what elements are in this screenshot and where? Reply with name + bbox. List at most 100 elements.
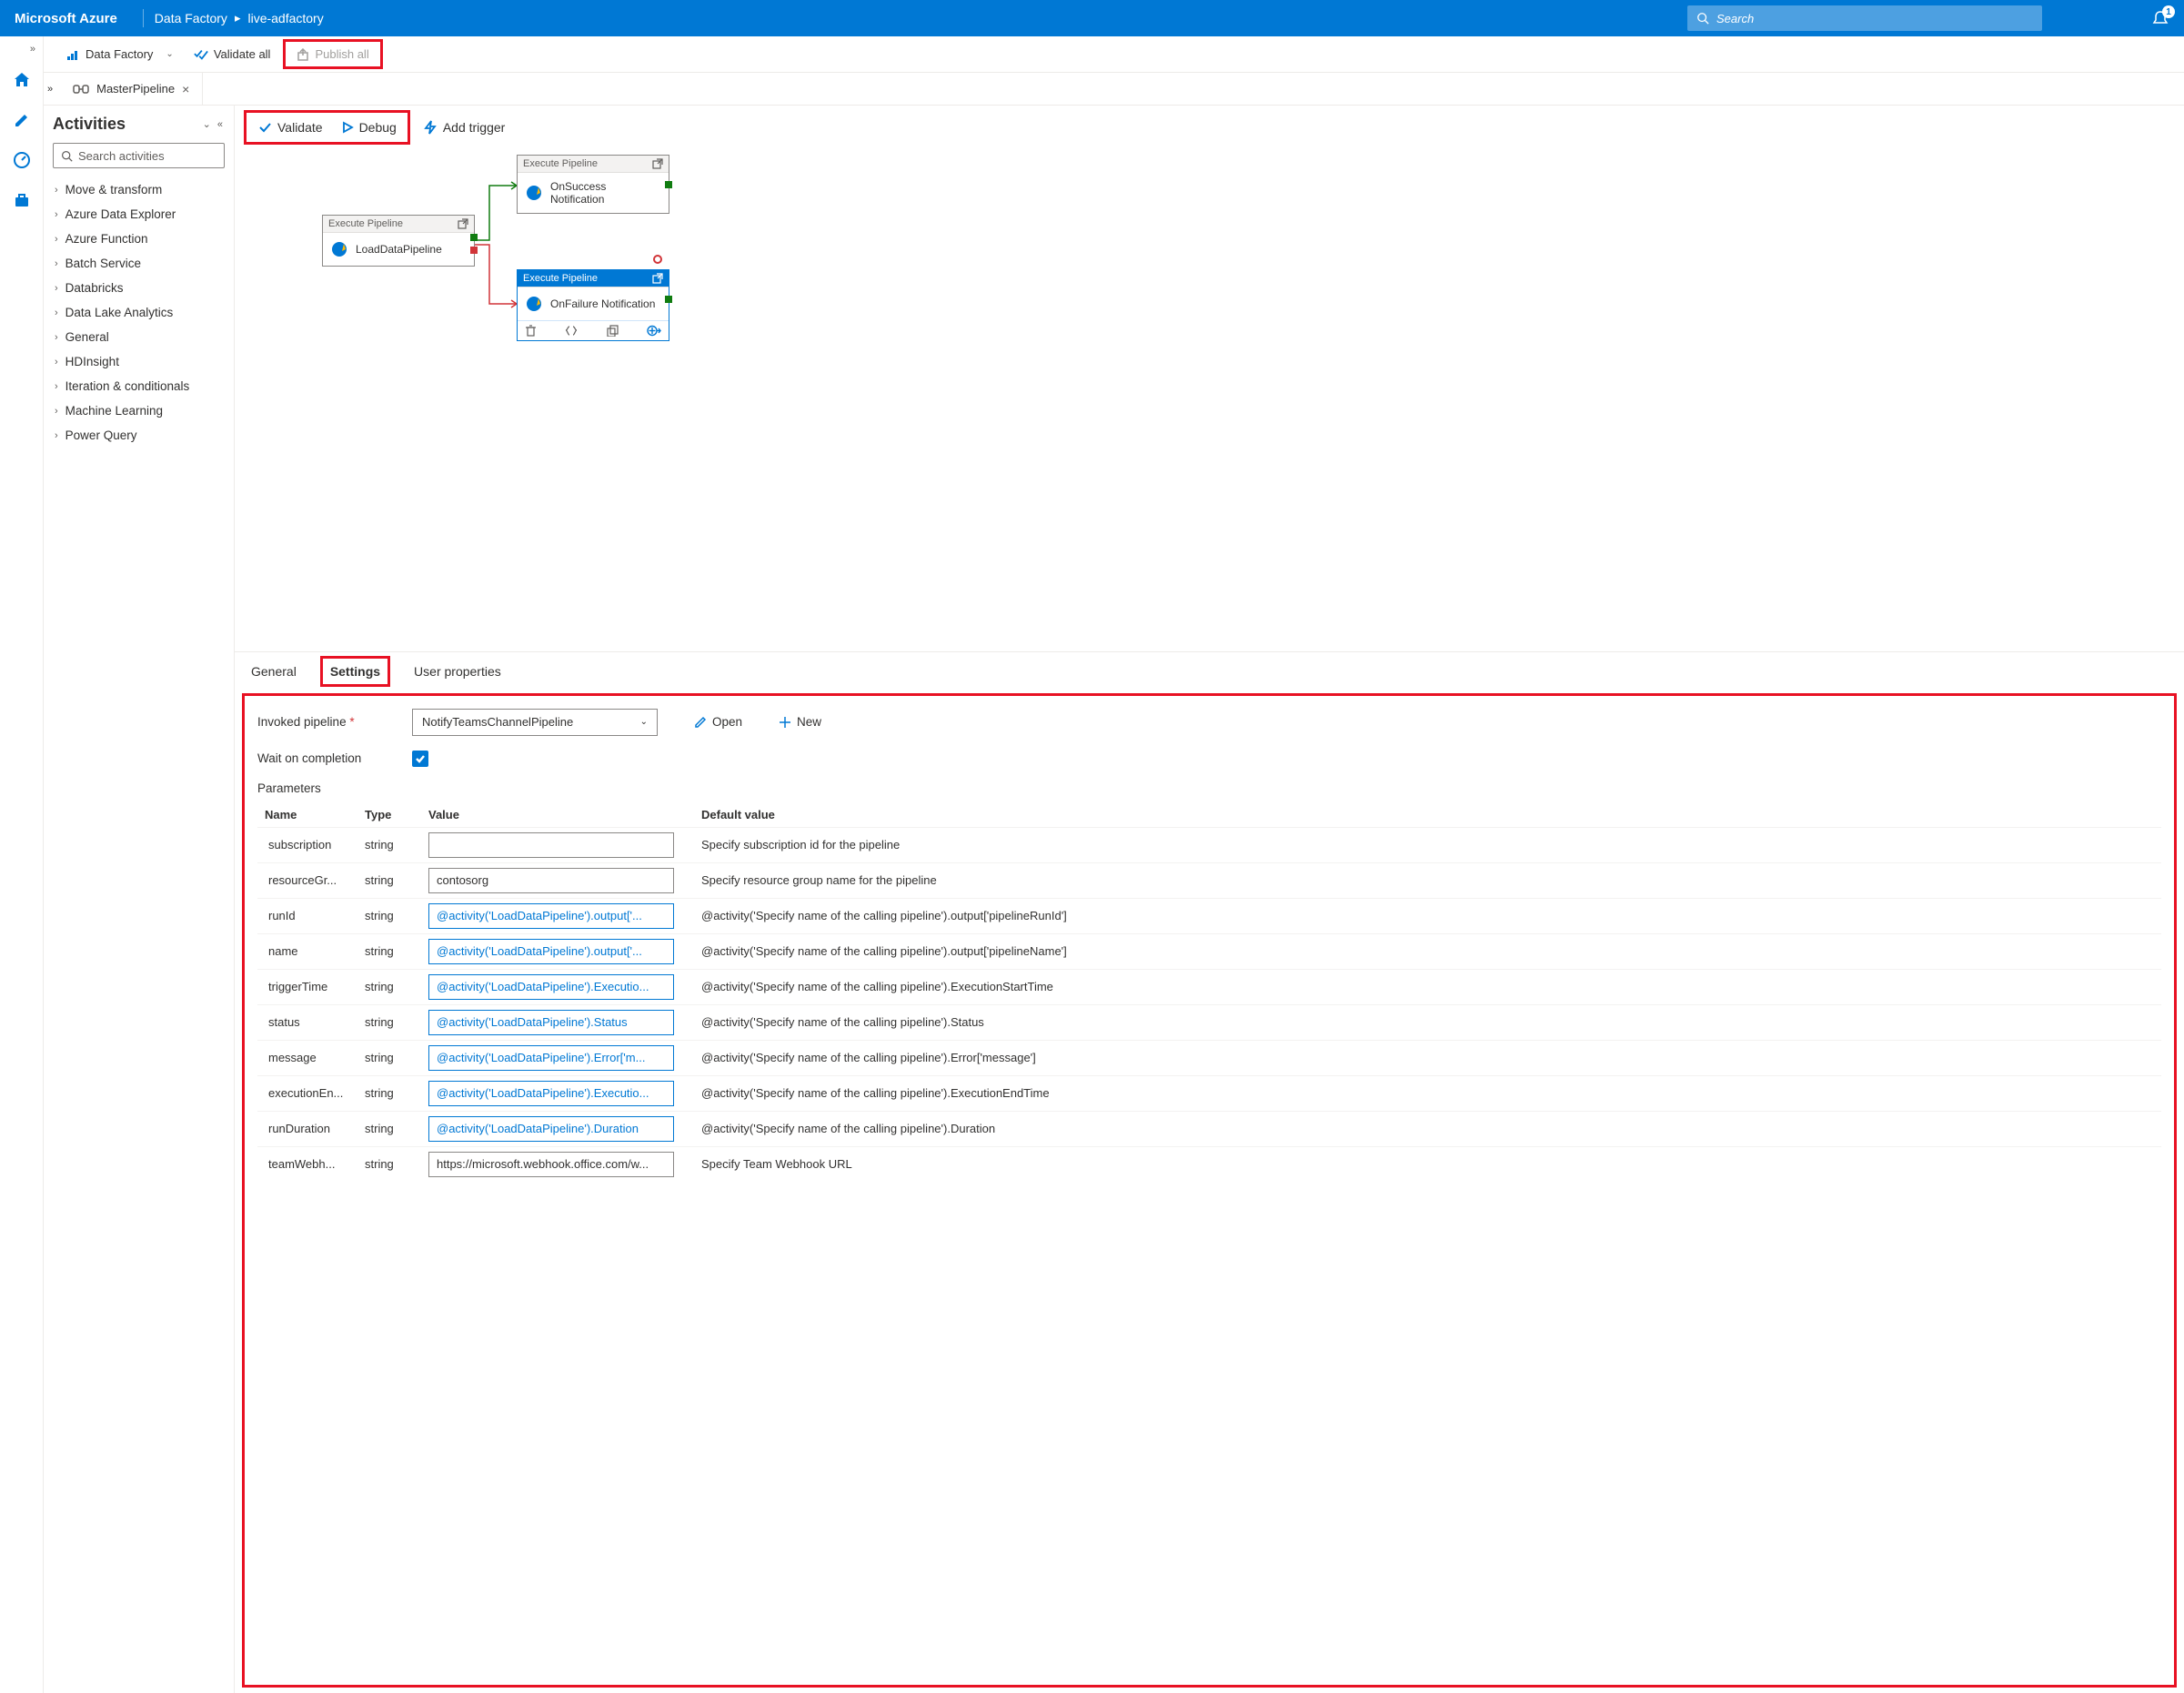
param-value-input[interactable]: [428, 832, 674, 858]
param-name: teamWebh...: [257, 1146, 357, 1182]
rail-manage[interactable]: [4, 182, 40, 218]
activity-label: HDInsight: [65, 355, 119, 368]
add-output-icon[interactable]: [647, 325, 661, 337]
param-default: @activity('Specify name of the calling p…: [694, 933, 2161, 969]
activity-category[interactable]: ›Databricks: [53, 276, 225, 300]
tab-expand-icon[interactable]: »: [47, 84, 53, 95]
trigger-icon: [423, 120, 438, 135]
notifications-button[interactable]: 1: [2151, 9, 2169, 27]
brand-label: Microsoft Azure: [15, 11, 117, 26]
chevron-right-icon: ›: [55, 307, 58, 318]
failure-port[interactable]: [470, 247, 478, 254]
factory-icon: [65, 47, 80, 62]
delete-icon[interactable]: [525, 325, 537, 337]
activity-category[interactable]: ›Azure Data Explorer: [53, 202, 225, 227]
activity-category[interactable]: ›Machine Learning: [53, 398, 225, 423]
param-type: string: [357, 898, 421, 933]
tab-masterpipeline[interactable]: MasterPipeline ×: [60, 73, 203, 106]
gauge-icon: [13, 151, 31, 169]
left-nav-rail: »: [0, 36, 44, 1693]
success-port[interactable]: [470, 234, 478, 241]
global-search-input[interactable]: Search: [1687, 5, 2042, 31]
node-on-success[interactable]: Execute Pipeline OnSuccess Notification: [517, 155, 669, 214]
rail-author[interactable]: [4, 102, 40, 138]
copy-icon[interactable]: [607, 325, 619, 337]
open-pipeline-button[interactable]: Open: [694, 715, 742, 729]
add-trigger-button[interactable]: Add trigger: [414, 115, 514, 140]
param-value-input[interactable]: @activity('LoadDataPipeline').Executio..…: [428, 974, 674, 1000]
popout-icon[interactable]: [652, 273, 663, 284]
factory-dropdown[interactable]: Data Factory ⌄: [58, 44, 181, 66]
validate-button[interactable]: Validate: [248, 115, 332, 140]
debug-button[interactable]: Debug: [332, 115, 406, 140]
param-value-input[interactable]: @activity('LoadDataPipeline').Executio..…: [428, 1081, 674, 1106]
execute-pipeline-icon: [525, 295, 543, 313]
node-type-label: Execute Pipeline: [328, 218, 403, 229]
factory-label: Data Factory: [86, 47, 153, 61]
popout-icon[interactable]: [652, 158, 663, 169]
success-port[interactable]: [665, 296, 672, 303]
activity-category[interactable]: ›Batch Service: [53, 251, 225, 276]
param-value-input[interactable]: @activity('LoadDataPipeline').output['..…: [428, 939, 674, 964]
param-value-input[interactable]: @activity('LoadDataPipeline').output['..…: [428, 903, 674, 929]
breadcrumb-root[interactable]: Data Factory: [155, 11, 227, 25]
breadcrumb-sep: ▸: [235, 11, 241, 25]
param-value-input[interactable]: contosorg: [428, 868, 674, 893]
tab-settings[interactable]: Settings: [320, 656, 390, 687]
parameters-table: Name Type Value Default value subscripti…: [257, 802, 2161, 1182]
tab-close-button[interactable]: ×: [182, 82, 189, 96]
tab-user-properties[interactable]: User properties: [412, 655, 503, 688]
parameter-row: executionEn...string@activity('LoadDataP…: [257, 1075, 2161, 1111]
param-value-input[interactable]: @activity('LoadDataPipeline').Status: [428, 1010, 674, 1035]
new-pipeline-button[interactable]: New: [779, 715, 821, 729]
notification-badge: 1: [2162, 5, 2175, 18]
check-icon: [194, 48, 208, 61]
tab-title: MasterPipeline: [96, 82, 175, 96]
node-action-bar: [518, 320, 669, 340]
activity-category[interactable]: ›General: [53, 325, 225, 349]
activity-label: Data Lake Analytics: [65, 306, 174, 319]
param-default: @activity('Specify name of the calling p…: [694, 969, 2161, 1004]
col-value: Value: [421, 802, 694, 828]
search-icon: [1696, 12, 1709, 25]
pencil-icon: [694, 716, 707, 729]
parameter-row: resourceGr...stringcontosorgSpecify reso…: [257, 862, 2161, 898]
parameter-row: statusstring@activity('LoadDataPipeline'…: [257, 1004, 2161, 1040]
rail-monitor[interactable]: [4, 142, 40, 178]
invoked-pipeline-select[interactable]: NotifyTeamsChannelPipeline ⌄: [412, 709, 658, 736]
tab-general[interactable]: General: [249, 655, 298, 688]
param-value-input[interactable]: @activity('LoadDataPipeline').Duration: [428, 1116, 674, 1142]
param-value-input[interactable]: https://microsoft.webhook.office.com/w..…: [428, 1152, 674, 1177]
param-value-input[interactable]: @activity('LoadDataPipeline').Error['m..…: [428, 1045, 674, 1071]
activities-collapse-icons[interactable]: ⌄ «: [203, 118, 225, 130]
activity-category[interactable]: › HDInsight: [53, 349, 225, 374]
validate-all-button[interactable]: Validate all: [186, 44, 278, 65]
chevron-right-icon: ›: [55, 381, 58, 392]
publish-all-button[interactable]: Publish all: [289, 44, 376, 65]
activity-category[interactable]: ›Power Query: [53, 423, 225, 448]
activity-category[interactable]: › Data Lake Analytics: [53, 300, 225, 325]
chevron-down-icon: ⌄: [166, 49, 173, 59]
toolbox-icon: [13, 191, 31, 209]
factory-toolbar: Data Factory ⌄ Validate all Publish all: [44, 36, 2184, 73]
rail-home[interactable]: [4, 62, 40, 98]
chevron-right-icon: ›: [55, 332, 58, 343]
activity-category[interactable]: ›Move & transform: [53, 177, 225, 202]
breadcrumb-leaf[interactable]: live-adfactory: [247, 11, 323, 25]
node-on-failure[interactable]: Execute Pipeline OnFailure Notification: [517, 269, 669, 341]
home-icon: [13, 71, 31, 89]
popout-icon[interactable]: [458, 218, 468, 229]
editor-tab-strip: » MasterPipeline ×: [44, 73, 2184, 106]
rail-collapse-icon[interactable]: »: [30, 44, 43, 55]
activity-category[interactable]: ›Azure Function: [53, 227, 225, 251]
activity-category[interactable]: ›Iteration & conditionals: [53, 374, 225, 398]
code-icon[interactable]: [565, 325, 578, 337]
pipeline-canvas[interactable]: Execute Pipeline LoadDataPipeline: [235, 149, 2184, 651]
wait-on-completion-checkbox[interactable]: [412, 751, 428, 767]
activity-label: Machine Learning: [65, 404, 163, 418]
activities-search-input[interactable]: Search activities: [53, 143, 225, 168]
chevron-right-icon: ›: [55, 357, 58, 368]
node-load-data[interactable]: Execute Pipeline LoadDataPipeline: [322, 215, 475, 267]
chevron-right-icon: ›: [55, 283, 58, 294]
success-port[interactable]: [665, 181, 672, 188]
